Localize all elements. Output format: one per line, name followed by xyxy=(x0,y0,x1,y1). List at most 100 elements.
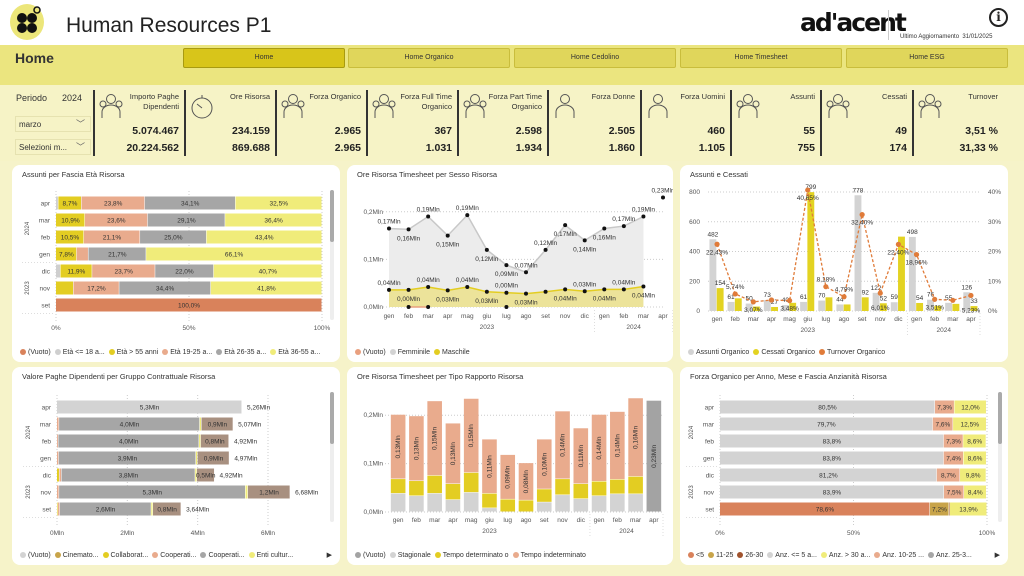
column-segment[interactable] xyxy=(482,508,497,512)
data-point-turnover[interactable] xyxy=(968,292,974,299)
legend-item[interactable]: Tempo determinato o xyxy=(434,552,509,559)
bar-segment[interactable] xyxy=(59,468,62,482)
column-segment[interactable] xyxy=(610,479,625,494)
data-point-vuoto[interactable] xyxy=(426,305,431,309)
bar-segment[interactable] xyxy=(197,451,229,465)
column-segment[interactable] xyxy=(573,498,589,512)
legend-item[interactable]: Assunti Organico xyxy=(688,349,749,356)
bar-segment[interactable] xyxy=(59,417,200,431)
bar-segment[interactable] xyxy=(56,213,85,227)
column-segment[interactable] xyxy=(445,499,461,512)
bar-segment[interactable] xyxy=(934,400,954,414)
bar-segment[interactable] xyxy=(153,502,181,516)
data-point[interactable] xyxy=(641,284,646,289)
bar-segment[interactable] xyxy=(146,247,322,261)
legend-item[interactable]: Età > 55 anni xyxy=(108,349,158,356)
legend-item[interactable]: Enti cultur... xyxy=(248,551,293,559)
bar-assunti[interactable] xyxy=(908,236,916,311)
bar-segment[interactable] xyxy=(56,196,58,210)
bar-cessati[interactable] xyxy=(807,192,815,311)
bar-segment[interactable] xyxy=(199,434,201,448)
month-dropdown[interactable]: marzo ﹀ xyxy=(15,116,91,132)
column-segment[interactable] xyxy=(536,489,552,502)
bar-segment[interactable] xyxy=(58,502,60,516)
column-segment[interactable] xyxy=(409,416,424,481)
data-point[interactable] xyxy=(621,287,626,292)
data-point[interactable] xyxy=(543,247,548,252)
column-segment[interactable] xyxy=(500,499,516,512)
bar-segment[interactable] xyxy=(83,230,140,244)
bar-segment[interactable] xyxy=(92,264,155,278)
bar-segment[interactable] xyxy=(206,230,322,244)
legend-item[interactable]: Anz. <= 5 a... xyxy=(767,551,817,559)
column-segment[interactable] xyxy=(427,493,442,512)
data-point[interactable] xyxy=(582,238,587,243)
legend-item[interactable]: <5 xyxy=(688,551,704,559)
bar-cessati[interactable] xyxy=(952,303,960,311)
data-point-turnover[interactable] xyxy=(732,291,738,297)
bar-segment[interactable] xyxy=(195,468,197,482)
bar-assunti[interactable] xyxy=(854,195,862,311)
bar-cessati[interactable] xyxy=(916,302,924,311)
bar-assunti[interactable] xyxy=(763,300,771,311)
data-point[interactable] xyxy=(484,289,489,294)
scrollbar-thumb[interactable] xyxy=(330,190,334,242)
bar-segment[interactable] xyxy=(960,468,986,482)
column-segment[interactable] xyxy=(409,481,424,496)
column-segment[interactable] xyxy=(445,423,461,484)
data-point[interactable] xyxy=(543,289,548,294)
bar-segment[interactable] xyxy=(720,485,944,499)
data-point-turnover[interactable] xyxy=(714,241,720,247)
data-point[interactable] xyxy=(445,233,450,238)
info-icon[interactable]: i xyxy=(989,8,1008,27)
bar-cessati[interactable] xyxy=(825,297,833,311)
bar-segment[interactable] xyxy=(963,434,986,448)
data-point[interactable] xyxy=(465,285,470,290)
nav-home-cedolino[interactable]: Home Cedolino xyxy=(514,48,676,68)
bar-segment[interactable] xyxy=(720,502,930,516)
column-segment[interactable] xyxy=(445,483,461,500)
bar-segment[interactable] xyxy=(943,451,964,465)
column-segment[interactable] xyxy=(591,414,607,482)
data-point[interactable] xyxy=(406,227,411,232)
data-point-turnover[interactable] xyxy=(877,290,883,296)
bar-segment[interactable] xyxy=(56,281,74,295)
bar-segment[interactable] xyxy=(73,281,119,295)
bar-segment[interactable] xyxy=(225,213,322,227)
bar-segment[interactable] xyxy=(195,451,198,465)
bar-segment[interactable] xyxy=(147,213,225,227)
legend-item[interactable]: Anz. 25-3... xyxy=(928,551,972,559)
column-segment[interactable] xyxy=(646,400,662,512)
bar-assunti[interactable] xyxy=(890,302,898,311)
scrollbar-thumb[interactable] xyxy=(330,392,334,444)
column-segment[interactable] xyxy=(610,494,625,512)
bar-segment[interactable] xyxy=(720,451,944,465)
bar-segment[interactable] xyxy=(56,264,61,278)
legend-item[interactable]: Anz. 10-25 ... xyxy=(874,551,924,559)
bar-assunti[interactable] xyxy=(927,299,934,311)
data-point[interactable] xyxy=(387,226,391,231)
nav-home[interactable]: Home xyxy=(183,48,345,68)
column-segment[interactable] xyxy=(390,493,406,512)
scrollbar-thumb[interactable] xyxy=(998,392,1002,444)
legend-item[interactable]: Età 26-35 a... xyxy=(216,349,266,356)
scrollbar[interactable] xyxy=(330,190,334,320)
bar-segment[interactable] xyxy=(59,502,151,516)
bar-segment[interactable] xyxy=(720,400,935,414)
data-point[interactable] xyxy=(524,291,528,296)
bar-segment[interactable] xyxy=(56,298,322,312)
data-point-vuoto[interactable] xyxy=(504,305,509,309)
column-segment[interactable] xyxy=(628,494,643,512)
legend-item[interactable]: (Vuoto) xyxy=(20,349,51,356)
column-segment[interactable] xyxy=(518,463,534,500)
data-point-turnover[interactable] xyxy=(787,298,793,304)
nav-home-organico[interactable]: Home Organico xyxy=(348,48,510,68)
bar-segment[interactable] xyxy=(932,417,953,431)
legend-item[interactable]: Età 19-25 a... xyxy=(162,349,212,356)
data-point[interactable] xyxy=(465,213,470,218)
bar-cessati[interactable] xyxy=(843,304,851,311)
bar-cessati[interactable] xyxy=(934,305,942,311)
bar-segment[interactable] xyxy=(963,451,986,465)
data-point[interactable] xyxy=(426,285,431,290)
data-point[interactable] xyxy=(602,226,607,231)
